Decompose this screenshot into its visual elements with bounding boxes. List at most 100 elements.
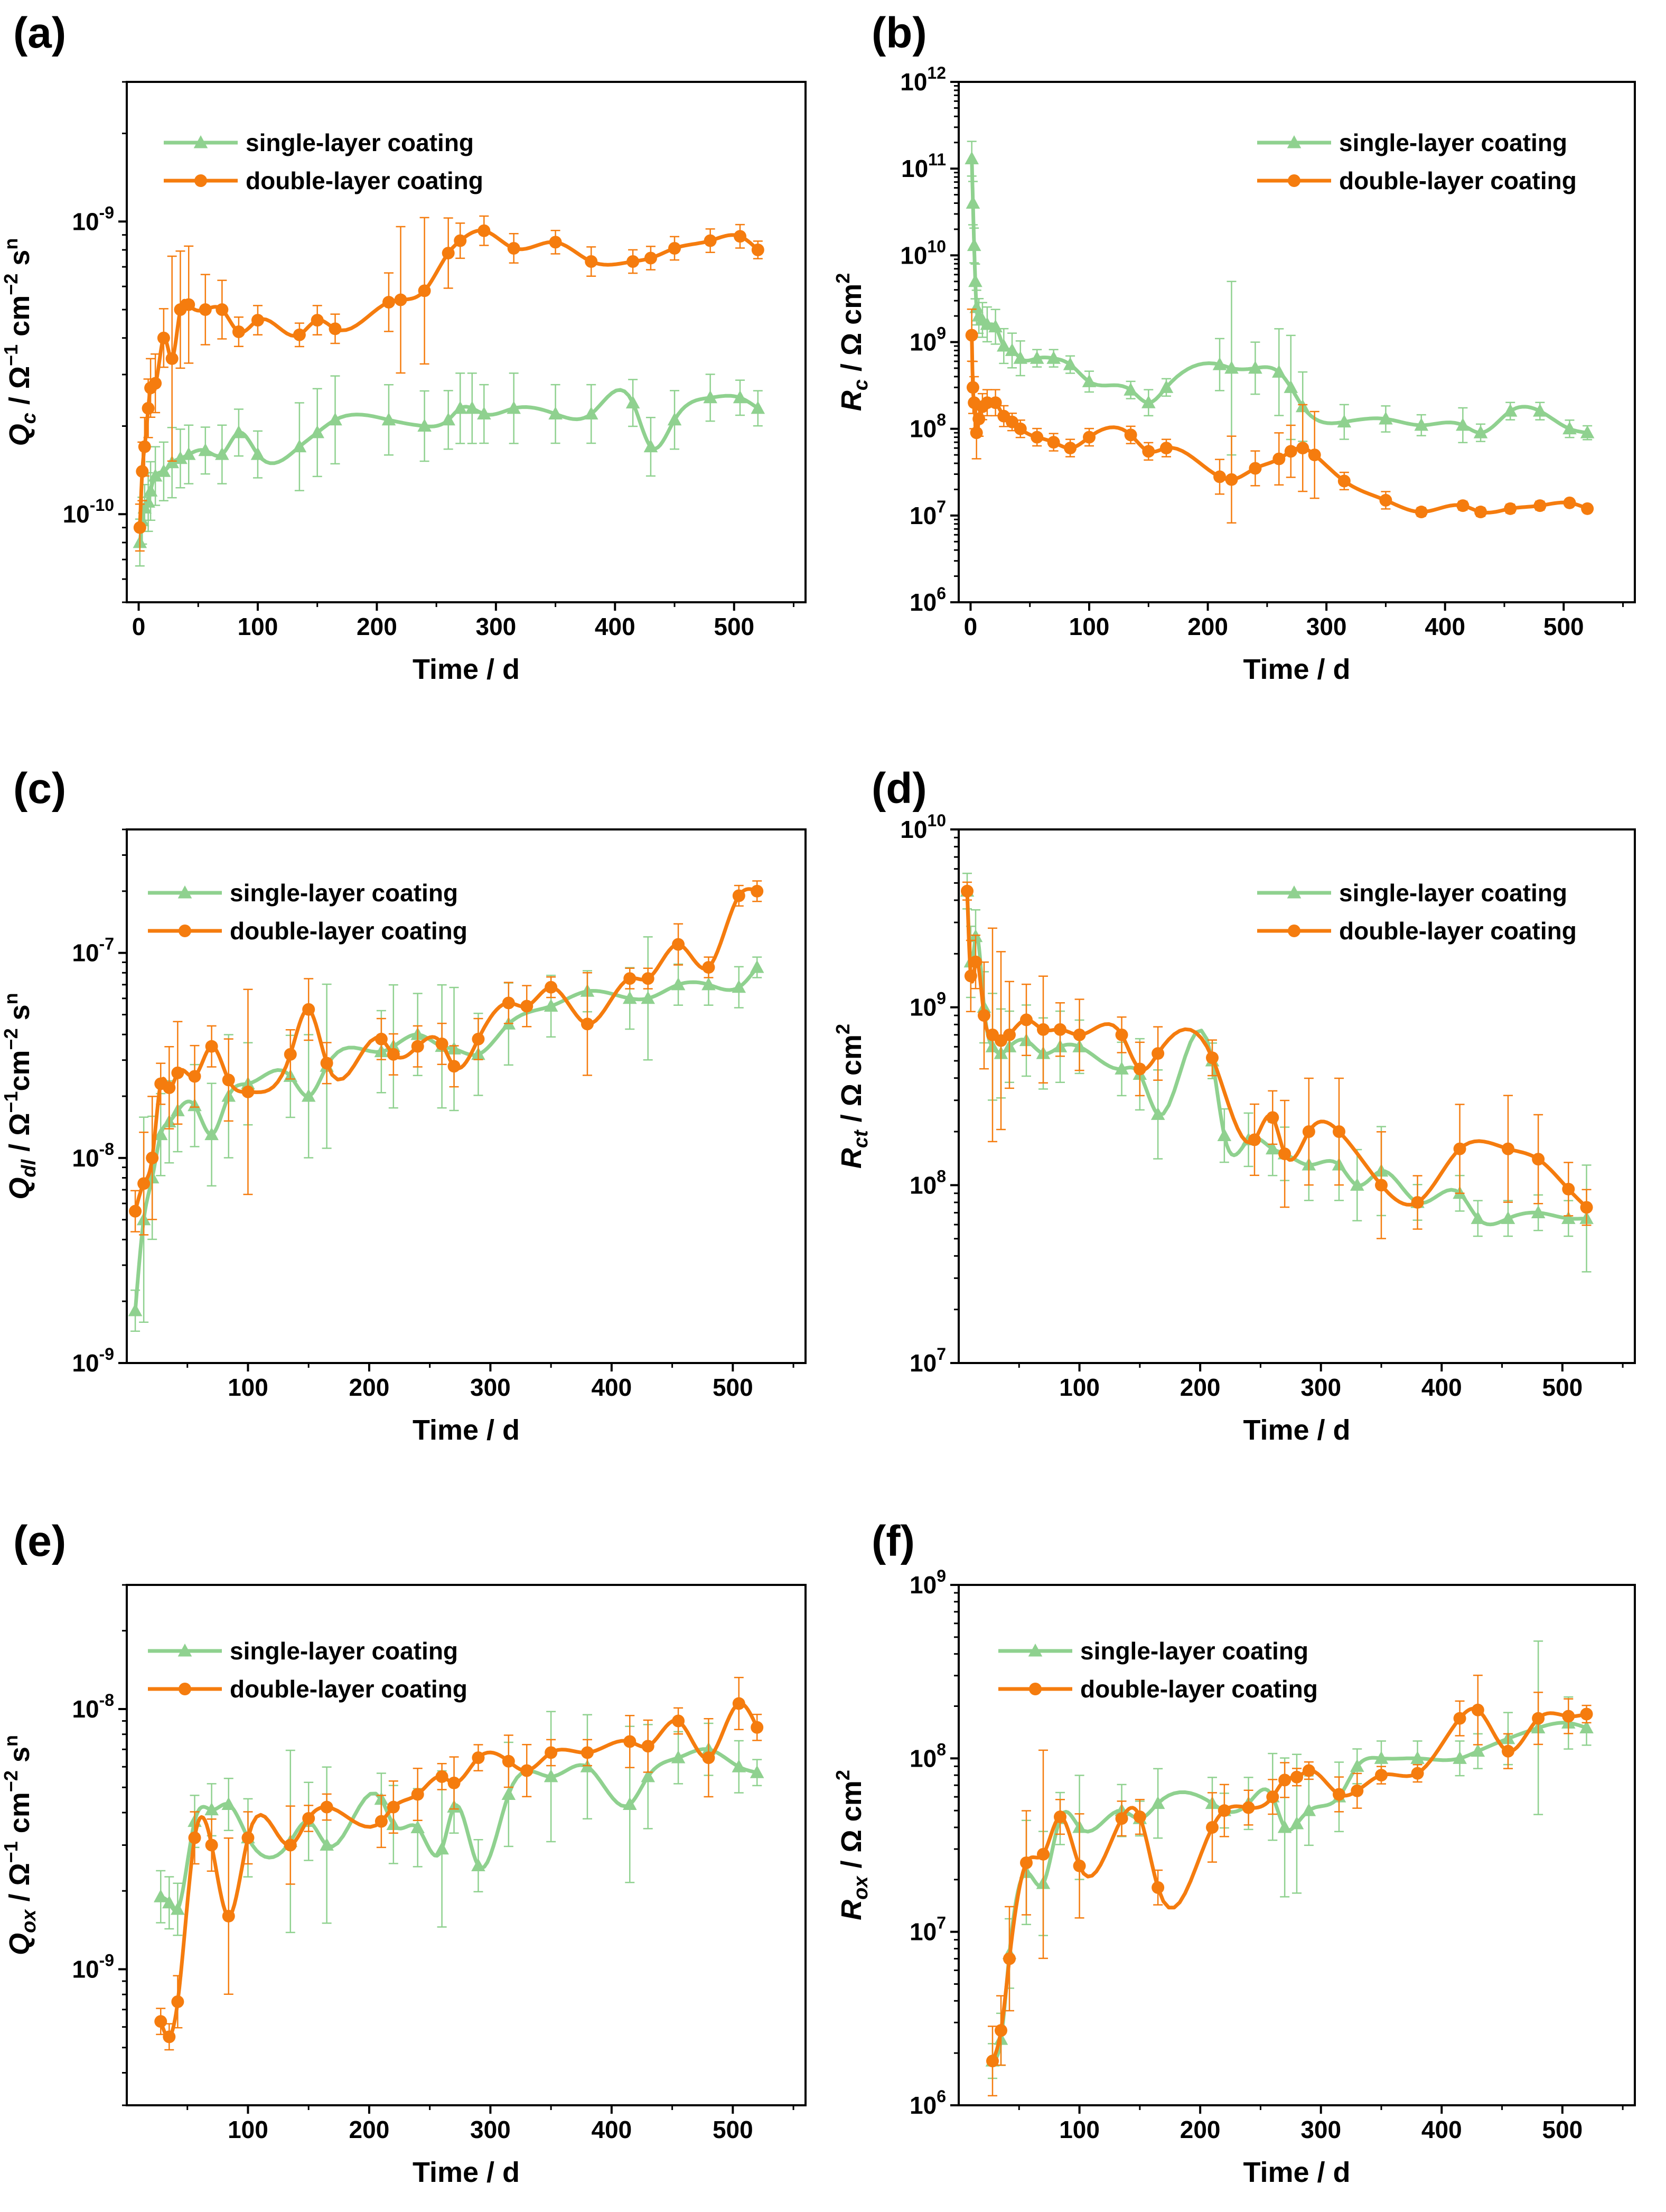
x-tick-label: 500: [1542, 2116, 1583, 2143]
data-point: [1531, 1205, 1546, 1218]
legend-marker: [1287, 885, 1302, 899]
data-point: [997, 339, 1011, 352]
data-point: [447, 1776, 461, 1789]
data-point: [241, 1831, 255, 1844]
data-point: [584, 406, 598, 420]
data-point: [1350, 1178, 1364, 1191]
data-point: [199, 303, 212, 316]
data-point: [149, 377, 162, 390]
series-double-layer: [154, 1677, 764, 2051]
x-tick-label: 300: [1300, 2116, 1341, 2143]
data-point: [1375, 1179, 1388, 1192]
data-point: [205, 1040, 218, 1053]
legend-label: double-layer coating: [230, 1675, 467, 1703]
data-point: [153, 1889, 168, 1902]
data-point: [129, 1205, 142, 1218]
legend-marker: [1287, 135, 1302, 148]
data-point: [1302, 1803, 1316, 1816]
data-point: [1152, 1047, 1165, 1060]
data-point: [320, 1057, 333, 1070]
chart-panel: (c) 100 200 300 400 500 10-9 10-8 10-7 Time / d Qd…: [0, 764, 807, 1446]
data-point: [1248, 1133, 1261, 1146]
data-point: [1284, 380, 1298, 393]
data-point: [972, 412, 986, 425]
data-point: [545, 1746, 558, 1759]
data-point: [173, 451, 188, 464]
data-point: [171, 1901, 185, 1915]
x-axis-title: Time / d: [413, 654, 520, 685]
series-single-layer: [153, 1711, 764, 1936]
x-tick-label: 400: [595, 613, 635, 640]
data-point: [394, 293, 407, 306]
y-tick-label: 10-8: [72, 1140, 114, 1172]
data-point: [1265, 1141, 1280, 1155]
data-point: [1152, 1881, 1165, 1894]
legend-label: double-layer coating: [1080, 1675, 1318, 1703]
y-axis-title: Rox / Ω cm2: [832, 1770, 872, 1920]
data-point: [1218, 1804, 1231, 1817]
y-tick-label: 10-8: [72, 1691, 114, 1723]
data-point: [1159, 380, 1174, 393]
y-axis-title: Qc / Ω−1 cm−2 sn: [0, 238, 40, 446]
data-point: [165, 352, 179, 365]
data-point: [1206, 1051, 1219, 1065]
data-point: [284, 1048, 297, 1061]
data-point: [241, 1085, 255, 1098]
data-point: [1064, 442, 1077, 455]
data-point: [143, 483, 158, 497]
data-point: [1046, 351, 1061, 364]
x-tick-label: 400: [1425, 613, 1465, 640]
data-point: [1249, 462, 1262, 475]
data-point: [641, 972, 654, 985]
data-point: [411, 1040, 424, 1053]
data-point: [1037, 1847, 1050, 1861]
data-point: [995, 2024, 1007, 2037]
data-point: [1224, 360, 1239, 374]
y-tick-label: 106: [910, 584, 946, 616]
x-tick-label: 500: [1542, 1374, 1583, 1401]
legend-marker: [179, 925, 191, 937]
y-tick-label: 1010: [900, 811, 946, 843]
data-point: [641, 1769, 655, 1782]
series-line: [990, 1706, 1587, 2062]
data-point: [1278, 1147, 1291, 1161]
data-point: [1031, 431, 1044, 444]
data-point: [302, 1003, 315, 1016]
data-point: [128, 1303, 143, 1317]
legend-label: double-layer coating: [1339, 167, 1577, 194]
legend-label: double-layer coating: [230, 917, 467, 945]
data-point: [1284, 445, 1297, 458]
y-tick-label: 1010: [900, 237, 946, 269]
data-point: [626, 255, 640, 268]
data-point: [133, 521, 146, 534]
data-point: [702, 1751, 715, 1765]
x-tick-label: 400: [1421, 2116, 1462, 2143]
x-tick-label: 400: [1421, 1374, 1462, 1401]
data-point: [250, 447, 265, 460]
legend: single-layer coating double-layer coating: [1257, 879, 1577, 945]
x-tick-label: 100: [238, 613, 278, 640]
y-axis-title: Rc / Ω cm2: [832, 273, 872, 412]
data-point: [965, 329, 978, 342]
data-point: [1054, 1810, 1066, 1824]
data-point: [1453, 1751, 1467, 1764]
data-point: [1124, 428, 1137, 442]
data-point: [625, 395, 640, 409]
data-point: [732, 979, 746, 993]
y-tick-label: 10-10: [63, 496, 114, 528]
data-point: [1502, 1142, 1514, 1155]
series-single-layer: [133, 372, 765, 567]
data-point: [751, 243, 764, 256]
data-point: [171, 1995, 184, 2009]
data-point: [1206, 1821, 1219, 1834]
data-point: [970, 426, 983, 440]
data-point: [471, 1858, 485, 1871]
data-point: [162, 1895, 176, 1909]
legend-marker: [177, 885, 192, 899]
y-tick-label: 106: [910, 2087, 946, 2119]
data-point: [181, 447, 196, 460]
panel-label: (a): [13, 9, 66, 57]
y-tick-label: 10-9: [72, 1345, 114, 1377]
data-point: [1501, 1211, 1515, 1224]
